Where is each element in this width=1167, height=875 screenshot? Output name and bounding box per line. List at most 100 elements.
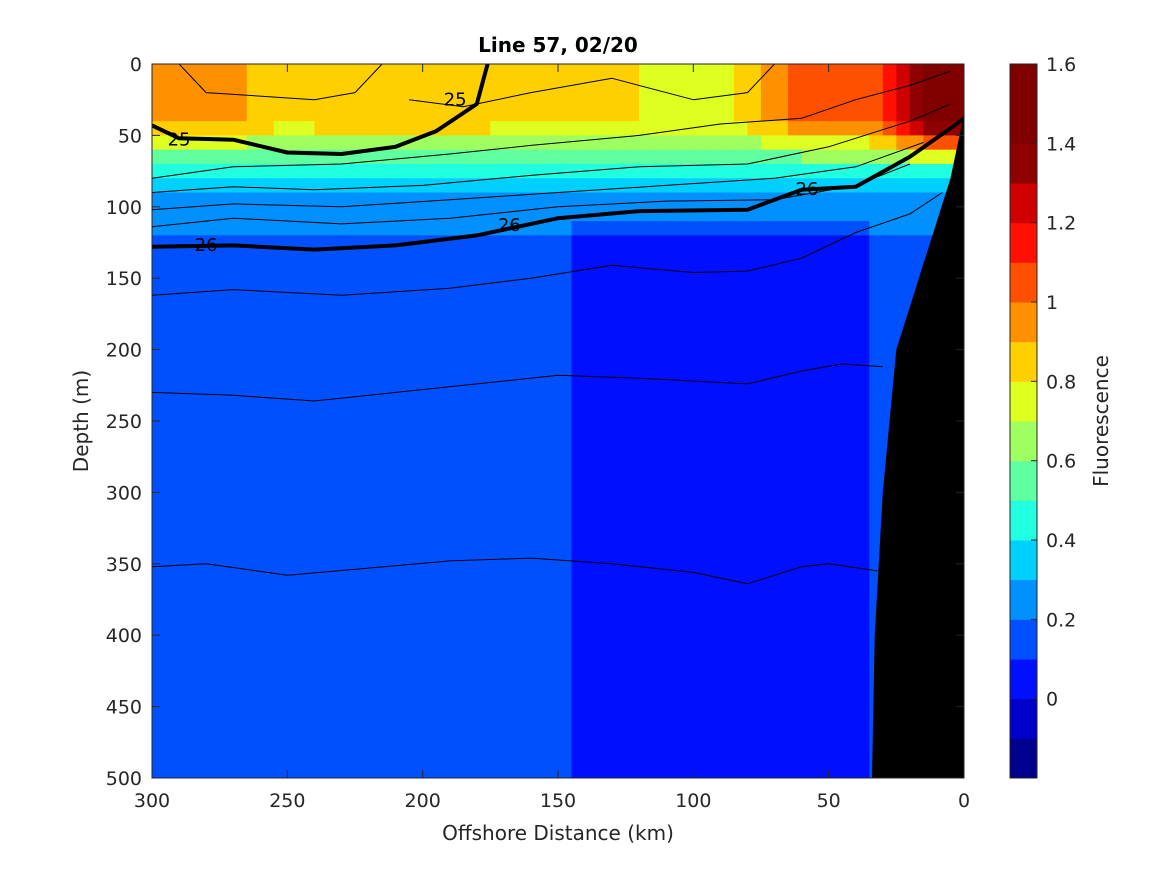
field-cell	[882, 192, 897, 208]
field-cell	[165, 578, 180, 593]
field-cell	[815, 92, 830, 108]
field-cell	[273, 506, 288, 522]
field-cell	[855, 278, 870, 294]
field-cell	[652, 763, 667, 778]
field-cell	[558, 763, 573, 778]
field-cell	[179, 763, 194, 778]
field-cell	[449, 720, 464, 736]
field-cell	[558, 506, 573, 522]
field-cell	[693, 678, 708, 693]
field-cell	[382, 492, 397, 508]
field-cell	[693, 335, 708, 351]
field-cell	[869, 463, 884, 479]
field-cell	[761, 178, 776, 194]
field-cell	[206, 592, 221, 608]
field-cell	[679, 578, 694, 593]
field-cell	[300, 606, 315, 622]
field-cell	[517, 192, 532, 208]
field-cell	[828, 192, 843, 208]
field-cell	[219, 378, 234, 394]
field-cell	[639, 421, 654, 436]
field-cell	[206, 263, 221, 279]
field-cell	[585, 649, 600, 665]
density-contour-bold	[152, 64, 490, 156]
field-cell	[395, 121, 410, 136]
field-cell	[179, 692, 194, 708]
field-cell	[382, 663, 397, 679]
field-cell	[219, 178, 234, 194]
field-cell	[409, 263, 424, 279]
field-cell	[152, 192, 167, 208]
field-cell	[612, 663, 627, 679]
field-cell	[422, 549, 437, 565]
field-cell	[192, 649, 207, 665]
field-cell	[788, 235, 803, 251]
field-cell	[639, 235, 654, 251]
field-cell	[260, 206, 275, 222]
field-cell	[585, 706, 600, 722]
field-cell	[842, 478, 857, 493]
field-cell	[327, 106, 343, 122]
field-cell	[192, 563, 207, 579]
field-cell	[585, 478, 600, 493]
field-cell	[598, 520, 613, 536]
field-cell	[544, 606, 559, 622]
field-cell	[490, 478, 505, 493]
field-cell	[517, 421, 532, 436]
field-cell	[815, 720, 830, 736]
field-cell	[368, 506, 383, 522]
field-cell	[476, 592, 491, 608]
field-cell	[842, 435, 857, 451]
field-cell	[355, 478, 370, 493]
field-cell	[179, 335, 194, 351]
field-cell	[720, 463, 735, 479]
field-cell	[287, 706, 302, 722]
field-cell	[300, 306, 315, 322]
field-cell	[327, 549, 343, 565]
field-cell	[679, 663, 694, 679]
field-cell	[449, 292, 464, 308]
field-cell	[544, 121, 559, 136]
field-cell	[923, 178, 938, 194]
field-cell	[422, 349, 437, 365]
field-cell	[517, 678, 532, 693]
field-cell	[693, 78, 708, 94]
field-cell	[612, 763, 627, 778]
field-cell	[585, 235, 600, 251]
field-cell	[260, 335, 275, 351]
field-cell	[761, 449, 776, 465]
field-cell	[341, 463, 356, 479]
field-cell	[558, 563, 573, 579]
field-cell	[774, 678, 789, 693]
field-cell	[449, 92, 464, 108]
field-cell	[517, 620, 532, 636]
field-cell	[165, 720, 180, 736]
field-cell	[612, 706, 627, 722]
field-cell	[246, 478, 261, 493]
field-cell	[206, 335, 221, 351]
field-cell	[842, 606, 857, 622]
field-cell	[300, 763, 315, 778]
field-cell	[260, 192, 275, 208]
field-cell	[165, 106, 180, 122]
field-cell	[165, 492, 180, 508]
field-cell	[476, 678, 491, 693]
field-cell	[463, 378, 478, 394]
field-cell	[206, 149, 221, 165]
field-cell	[855, 378, 870, 394]
field-cell	[815, 421, 830, 436]
field-cell	[355, 563, 370, 579]
field-cell	[395, 478, 410, 493]
field-cell	[788, 406, 803, 422]
field-cell	[733, 235, 749, 251]
field-cell	[165, 535, 180, 551]
field-cell	[192, 92, 207, 108]
field-cell	[449, 606, 464, 622]
field-cell	[733, 249, 749, 265]
field-cell	[693, 449, 708, 465]
field-cell	[571, 192, 586, 208]
field-cell	[855, 720, 870, 736]
field-cell	[679, 749, 694, 765]
field-cell	[747, 663, 762, 679]
field-cell	[598, 649, 613, 665]
